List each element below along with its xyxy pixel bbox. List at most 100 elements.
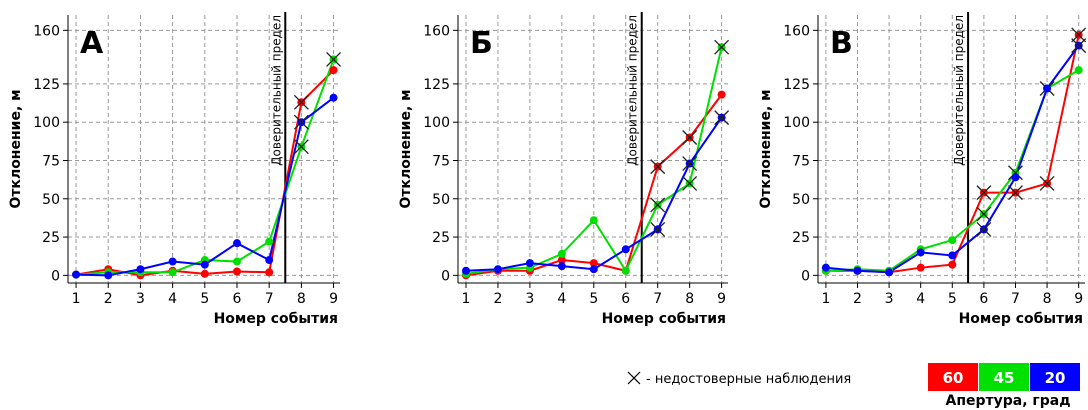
unreliable-marker [1071, 38, 1087, 54]
unreliable-marker [293, 139, 309, 155]
panel-title: А [80, 26, 104, 61]
y-tick-label: 160 [783, 23, 810, 39]
x-tick-label: 3 [525, 291, 534, 307]
point [717, 90, 726, 99]
point [525, 259, 534, 268]
point [1074, 66, 1083, 75]
y-axis-label: Отклонение, м [398, 89, 414, 208]
x-tick-label: 9 [717, 291, 726, 307]
x-tick-label: 4 [916, 291, 925, 307]
unreliable-marker [326, 51, 342, 67]
y-tick-label: 50 [42, 192, 60, 208]
y-tick-label: 75 [42, 153, 60, 169]
y-tick-label: 0 [801, 268, 810, 284]
x-tick-label: 2 [104, 291, 113, 307]
point [168, 268, 177, 277]
unreliable-marker [1039, 175, 1055, 191]
legend-label: 60 [943, 369, 964, 387]
point [1043, 84, 1052, 93]
x-tick-label: 8 [297, 291, 306, 307]
unreliable-marker [682, 175, 698, 191]
unreliable-marker [976, 185, 992, 201]
y-axis-label: Отклонение, м [758, 89, 774, 208]
x-tick-label: 6 [621, 291, 630, 307]
unreliable-marker [714, 110, 730, 126]
point [621, 245, 630, 254]
x-tick-label: 4 [557, 291, 566, 307]
unreliable-marker [1008, 185, 1023, 201]
unreliable-marker [650, 221, 666, 237]
point [948, 236, 957, 245]
y-tick-label: 160 [33, 23, 60, 39]
y-tick-label: 0 [441, 268, 450, 284]
unreliable-marker [1008, 165, 1023, 181]
legend-swatch [928, 363, 978, 391]
unreliable-marker [682, 156, 698, 172]
x-tick-label: 6 [233, 291, 242, 307]
x-tick-label: 2 [853, 291, 862, 307]
y-tick-label: 50 [432, 192, 450, 208]
x-tick-label: 7 [653, 291, 662, 307]
x-tick-label: 8 [1043, 291, 1052, 307]
x-tick-label: 5 [589, 291, 598, 307]
legend-swatch [1030, 363, 1080, 391]
point [265, 268, 274, 277]
panel-title: В [830, 26, 853, 61]
x-tick-label: 8 [685, 291, 694, 307]
point [232, 257, 241, 266]
y-tick-label: 125 [33, 77, 60, 93]
point [329, 93, 338, 102]
x-axis-label: Номер события [959, 311, 1083, 327]
point [72, 270, 81, 279]
x-tick-label: 3 [136, 291, 145, 307]
point [136, 265, 145, 274]
x-tick-label: 9 [1074, 291, 1083, 307]
point [265, 256, 274, 265]
unreliable-marker [293, 114, 309, 130]
limit-label: Доверительный предел [269, 15, 283, 166]
y-tick-label: 50 [792, 192, 810, 208]
y-tick-label: 0 [51, 268, 60, 284]
point [589, 259, 598, 268]
legend-swatch [979, 363, 1029, 391]
x-axis-label: Номер события [214, 311, 338, 327]
y-tick-label: 100 [423, 115, 450, 131]
point [493, 265, 502, 274]
y-tick-label: 125 [783, 77, 810, 93]
unreliable-marker [293, 94, 309, 110]
unreliable-marker [650, 159, 666, 175]
legend-note: - недостоверные наблюдения [646, 372, 851, 387]
point [589, 216, 598, 225]
legend-label: 45 [994, 369, 1015, 387]
y-tick-label: 100 [33, 115, 60, 131]
panel-title: Б [470, 26, 493, 61]
unreliable-marker [1071, 27, 1087, 43]
x-tick-label: 9 [329, 291, 338, 307]
unreliable-marker [976, 221, 992, 237]
x-tick-label: 2 [493, 291, 502, 307]
y-tick-label: 25 [42, 230, 60, 246]
point [104, 271, 113, 280]
y-tick-label: 25 [792, 230, 810, 246]
point [1011, 173, 1020, 182]
x-tick-label: 6 [979, 291, 988, 307]
point [461, 266, 470, 275]
unreliable-marker [714, 39, 730, 55]
legend-label: 20 [1045, 369, 1066, 387]
x-tick-label: 5 [948, 291, 957, 307]
limit-label: Доверительный предел [952, 15, 966, 166]
y-axis-label: Отклонение, м [8, 89, 24, 208]
y-tick-label: 125 [423, 77, 450, 93]
point [265, 237, 274, 246]
x-tick-label: 1 [462, 291, 471, 307]
point [200, 269, 209, 278]
point [885, 268, 894, 277]
x-tick-label: 5 [200, 291, 209, 307]
point [916, 263, 925, 272]
limit-label: Доверительный предел [626, 15, 640, 166]
unreliable-marker [650, 197, 666, 213]
point [821, 263, 830, 272]
unreliable-marker [682, 130, 698, 145]
x-tick-label: 7 [265, 291, 274, 307]
